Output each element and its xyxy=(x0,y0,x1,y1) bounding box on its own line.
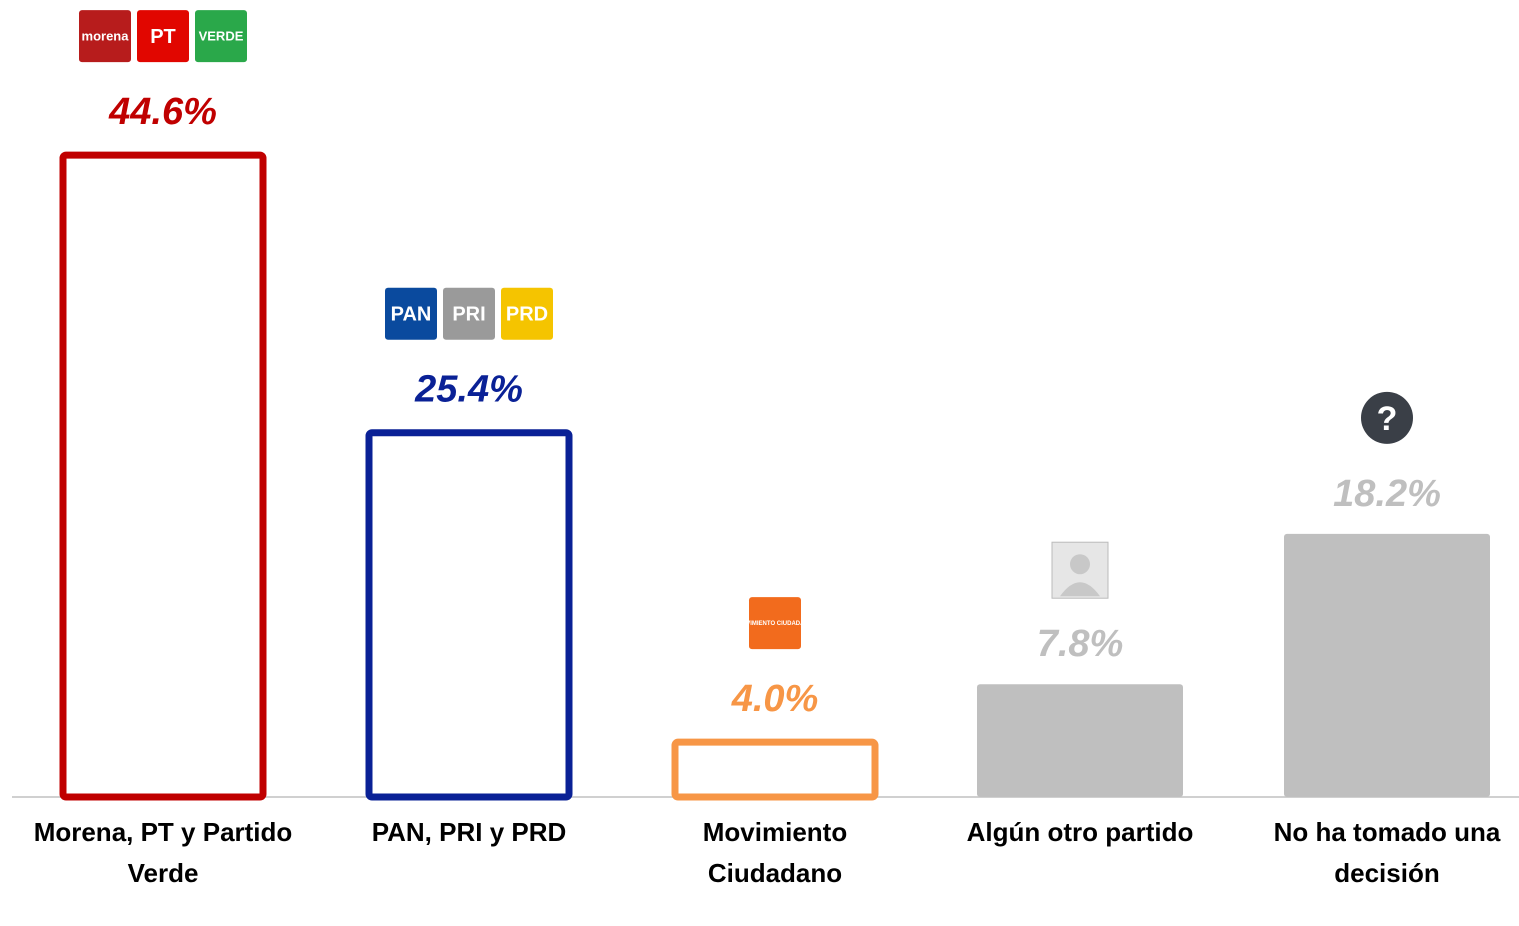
bar xyxy=(365,429,573,801)
x-tick-label: PAN, PRI y PRD xyxy=(371,817,567,847)
logo-text: ? xyxy=(1377,400,1398,438)
logo-text: VERDE xyxy=(199,28,244,43)
placeholder-icon xyxy=(1051,541,1109,599)
value-label: 44.6% xyxy=(108,91,217,133)
logo xyxy=(137,10,189,63)
logo xyxy=(1361,391,1413,444)
bar xyxy=(1284,533,1490,797)
x-tick-label: Movimiento Ciudadano xyxy=(702,817,848,888)
bar xyxy=(59,151,267,801)
logo-text: PT xyxy=(150,26,176,48)
logo-text: PAN xyxy=(391,303,432,325)
bar xyxy=(977,684,1183,797)
value-label: 25.4% xyxy=(414,369,523,411)
value-label: 7.8% xyxy=(1037,623,1124,665)
logo-text: morena xyxy=(82,28,130,43)
logo xyxy=(749,597,801,650)
logo-text: MOVIMIENTO CIUDADANO xyxy=(737,621,814,627)
icon-body xyxy=(1060,582,1100,597)
logo xyxy=(385,287,437,340)
logo xyxy=(195,10,247,63)
icon-head xyxy=(1070,554,1090,575)
value-label: 4.0% xyxy=(731,678,819,720)
x-tick-label: Algún otro partido xyxy=(966,817,1194,847)
logo xyxy=(79,10,131,63)
x-tick-label: No ha tomado una decisión xyxy=(1273,817,1501,888)
logo xyxy=(501,287,553,340)
value-label: 18.2% xyxy=(1333,473,1441,515)
x-tick-label: Morena, PT y Partido Verde xyxy=(33,817,293,888)
logo-text: PRD xyxy=(506,303,548,325)
logo-text: PRI xyxy=(452,303,485,325)
logo xyxy=(443,287,495,340)
bar xyxy=(671,738,879,801)
